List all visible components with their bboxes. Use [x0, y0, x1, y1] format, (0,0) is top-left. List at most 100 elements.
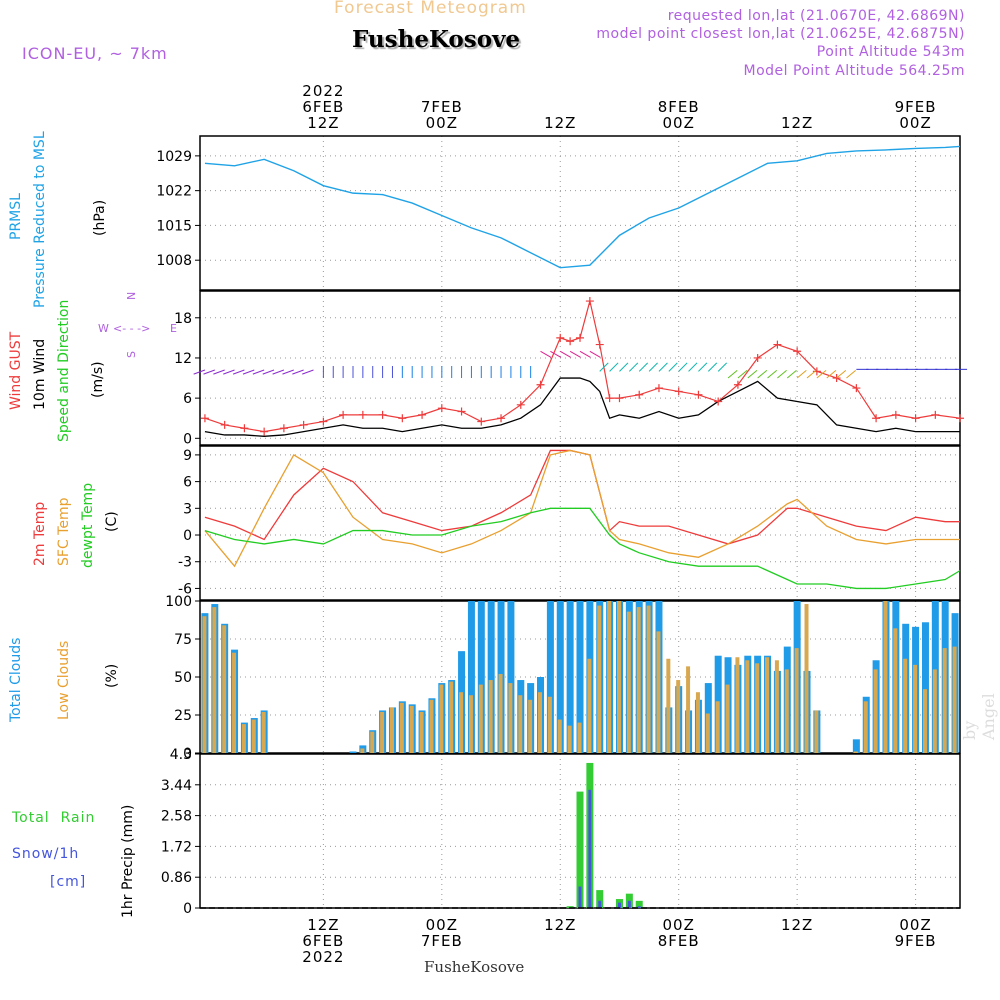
wind-speed-line — [204, 377, 960, 437]
total-cloud-bar — [546, 601, 554, 753]
y-tick-label: 0.86 — [161, 870, 192, 886]
y-tick-label: 1008 — [156, 253, 192, 269]
wind-arrow — [193, 369, 206, 375]
low-cloud-bar — [932, 669, 937, 753]
total-clouds-label: Total Clouds — [8, 637, 24, 722]
gust-marker — [358, 410, 367, 419]
gust-marker — [398, 414, 407, 423]
watermark: by Angel — [960, 693, 998, 740]
time-label-top: 12Z — [781, 114, 813, 132]
time-label-bottom: 2022 — [302, 948, 344, 966]
y-tick-label: 6 — [183, 391, 192, 407]
wind-arrow — [727, 369, 738, 379]
wind-arrow — [569, 350, 581, 358]
wind-label: 10m Wind — [32, 338, 48, 410]
pressure-label-1: PRMSL — [8, 193, 24, 240]
low-cloud-bar — [794, 648, 799, 753]
wind-arrow — [658, 362, 668, 372]
y-tick-label: 25 — [174, 708, 192, 724]
gust-marker — [595, 340, 604, 349]
wind-arrow — [292, 369, 304, 375]
wind-arrow — [668, 362, 678, 372]
wind-arrow — [232, 369, 245, 375]
wind-arrow — [846, 369, 857, 379]
wind-unit: (m/s) — [90, 361, 106, 398]
gust-marker — [477, 417, 486, 426]
total-cloud-bar — [921, 622, 929, 753]
low-cloud-bar — [646, 605, 651, 753]
gust-marker — [585, 297, 594, 306]
low-cloud-bar — [695, 692, 700, 753]
low-cloud-bar — [873, 669, 878, 753]
clouds-unit: (%) — [104, 663, 120, 688]
total-cloud-bar — [576, 601, 584, 753]
t2m-line — [204, 449, 960, 545]
gust-marker — [714, 397, 723, 406]
precip-unit: 1hr Precip (mm) — [120, 804, 136, 918]
y-tick-label: 100 — [165, 594, 192, 610]
low-cloud-bar — [715, 701, 720, 753]
rain-label: Total Rain — [12, 810, 96, 826]
gust-marker — [654, 384, 663, 393]
y-tick-label: 12 — [174, 351, 192, 367]
gust-marker — [200, 414, 209, 423]
time-label-bottom: 00Z — [663, 916, 695, 934]
dew-label: dewpt Temp — [80, 482, 96, 568]
total-cloud-bar — [852, 739, 860, 753]
low-cloud-bar — [429, 699, 434, 753]
requested-point: requested lon,lat (21.0670E, 42.6869N) — [667, 8, 965, 24]
low-cloud-bar — [360, 748, 365, 753]
y-tick-label: 1022 — [156, 184, 192, 200]
compass-arrow: <- - -> — [113, 322, 150, 335]
wind-arrow — [698, 362, 708, 372]
wind-arrow — [796, 369, 807, 379]
sfc-label: SFC Temp — [56, 497, 72, 566]
total-cloud-bar — [467, 601, 475, 753]
total-cloud-bar — [556, 601, 564, 753]
gust-marker — [852, 384, 861, 393]
gust-marker — [536, 380, 545, 389]
gust-marker — [240, 424, 249, 433]
wind-arrow — [560, 350, 571, 358]
low-cloud-bar — [577, 722, 582, 753]
wind-arrow — [540, 350, 552, 358]
snow-bar — [637, 906, 641, 908]
low-cloud-bar — [212, 607, 217, 753]
low-clouds-label: Low Clouds — [56, 640, 72, 720]
rain-bar — [576, 791, 584, 908]
wind-arrow — [816, 369, 827, 379]
low-cloud-bar — [774, 660, 779, 753]
panel-frame — [199, 290, 961, 446]
snow-label: Snow/1h — [12, 846, 80, 862]
low-cloud-bar — [656, 631, 661, 753]
low-cloud-bar — [804, 604, 809, 753]
time-label-top: 12Z — [544, 114, 576, 132]
low-cloud-bar — [853, 751, 858, 753]
low-cloud-bar — [686, 666, 691, 753]
y-tick-label: 0 — [183, 528, 192, 544]
low-cloud-bar — [232, 652, 237, 753]
low-cloud-bar — [636, 607, 641, 753]
time-label-top: 2022 — [302, 82, 344, 100]
panel-frame — [199, 135, 961, 291]
low-cloud-bar — [616, 601, 621, 753]
wind-arrow — [777, 369, 787, 379]
low-cloud-bar — [468, 695, 473, 753]
rain-bar — [635, 900, 643, 908]
y-tick-label: 4.3 — [170, 747, 192, 763]
low-cloud-bar — [518, 695, 523, 753]
closest-point: model point closest lon,lat (21.0625E, 4… — [596, 26, 965, 42]
low-cloud-bar — [399, 702, 404, 753]
wind-arrow — [628, 362, 639, 372]
gust-marker — [378, 410, 387, 419]
gust-marker — [793, 347, 802, 356]
time-label-bottom: 8FEB — [658, 932, 700, 950]
low-cloud-bar — [488, 680, 493, 753]
gust-marker — [319, 417, 328, 426]
wind-arrow — [213, 369, 225, 375]
low-cloud-bar — [538, 692, 543, 753]
gust-marker — [635, 390, 644, 399]
gust-marker — [457, 407, 466, 416]
wind-arrow — [252, 369, 265, 375]
